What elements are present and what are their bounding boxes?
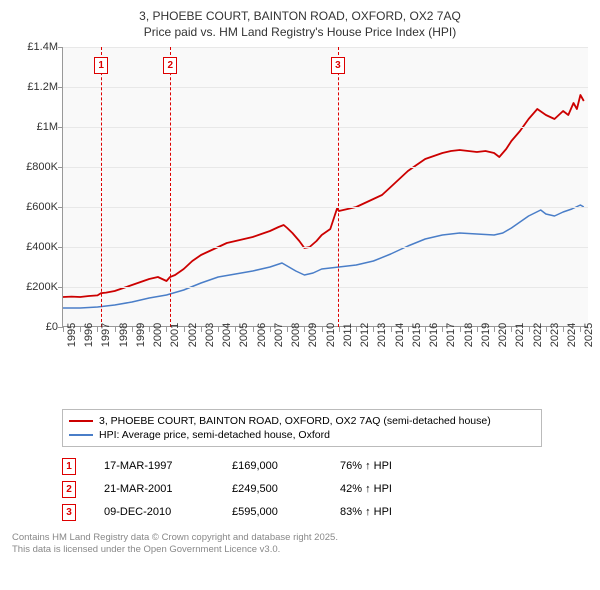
sales-row-date: 09-DEC-2010 xyxy=(104,506,204,518)
x-axis-label: 2024 xyxy=(566,323,578,347)
legend-label: 3, PHOEBE COURT, BAINTON ROAD, OXFORD, O… xyxy=(99,415,491,427)
chart-container: 3, PHOEBE COURT, BAINTON ROAD, OXFORD, O… xyxy=(0,0,600,524)
x-axis-label: 2012 xyxy=(359,323,371,347)
x-axis-label: 2010 xyxy=(325,323,337,347)
x-axis-label: 2013 xyxy=(376,323,388,347)
x-axis-label: 2020 xyxy=(497,323,509,347)
legend-box: 3, PHOEBE COURT, BAINTON ROAD, OXFORD, O… xyxy=(62,409,542,447)
legend-label: HPI: Average price, semi-detached house,… xyxy=(99,429,330,441)
x-axis-label: 2007 xyxy=(273,323,285,347)
sales-row-badge: 2 xyxy=(62,481,76,498)
x-axis-label: 2017 xyxy=(445,323,457,347)
y-axis-label: £600K xyxy=(12,201,58,213)
sales-row-hpi: 83% ↑ HPI xyxy=(340,506,440,518)
legend-swatch xyxy=(69,420,93,422)
sales-row-date: 17-MAR-1997 xyxy=(104,460,204,472)
plot-region: 1 2 3 xyxy=(62,47,588,327)
sale-marker-badge: 1 xyxy=(94,57,108,74)
x-axis-label: 2003 xyxy=(204,323,216,347)
footer-line2: This data is licensed under the Open Gov… xyxy=(12,544,600,556)
sale-marker-line xyxy=(338,47,339,327)
sales-row: 1 17-MAR-1997 £169,000 76% ↑ HPI xyxy=(62,455,588,478)
sales-row-badge: 3 xyxy=(62,504,76,521)
sale-marker-badge: 2 xyxy=(163,57,177,74)
x-axis-label: 1998 xyxy=(118,323,130,347)
legend-swatch xyxy=(69,434,93,436)
x-axis-label: 2016 xyxy=(428,323,440,347)
sales-row: 3 09-DEC-2010 £595,000 83% ↑ HPI xyxy=(62,501,588,524)
y-axis-label: £1.4M xyxy=(12,41,58,53)
series-line-hpi xyxy=(63,205,584,308)
legend-item: HPI: Average price, semi-detached house,… xyxy=(69,428,535,442)
x-axis-label: 2009 xyxy=(307,323,319,347)
x-axis-label: 2004 xyxy=(221,323,233,347)
sales-row-date: 21-MAR-2001 xyxy=(104,483,204,495)
footer-attribution: Contains HM Land Registry data © Crown c… xyxy=(12,532,600,557)
x-axis-label: 1997 xyxy=(100,323,112,347)
sale-marker-badge: 3 xyxy=(331,57,345,74)
sales-row-price: £249,500 xyxy=(232,483,312,495)
sales-row-price: £169,000 xyxy=(232,460,312,472)
chart-title-line1: 3, PHOEBE COURT, BAINTON ROAD, OXFORD, O… xyxy=(12,8,588,25)
y-axis-label: £0 xyxy=(12,321,58,333)
sales-row-hpi: 76% ↑ HPI xyxy=(340,460,440,472)
x-axis-label: 2008 xyxy=(290,323,302,347)
x-axis-label: 2014 xyxy=(394,323,406,347)
sales-row-badge: 1 xyxy=(62,458,76,475)
sales-table: 1 17-MAR-1997 £169,000 76% ↑ HPI 2 21-MAR-200… xyxy=(62,455,588,524)
y-axis-label: £200K xyxy=(12,281,58,293)
sales-row-hpi: 42% ↑ HPI xyxy=(340,483,440,495)
x-axis-label: 2023 xyxy=(549,323,561,347)
sales-row: 2 21-MAR-2001 £249,500 42% ↑ HPI xyxy=(62,478,588,501)
chart-area: 123 £0£200K£400K£600K£800K£1M£1.2M£1.4M1… xyxy=(12,47,588,367)
x-axis-label: 1995 xyxy=(66,323,78,347)
x-axis-label: 2015 xyxy=(411,323,423,347)
x-axis-label: 2005 xyxy=(238,323,250,347)
x-axis-label: 2002 xyxy=(187,323,199,347)
x-axis-label: 2011 xyxy=(342,323,354,347)
x-axis-label: 2025 xyxy=(583,323,595,347)
x-axis-label: 2022 xyxy=(532,323,544,347)
x-axis-label: 1996 xyxy=(83,323,95,347)
x-axis-label: 2018 xyxy=(463,323,475,347)
legend-item: 3, PHOEBE COURT, BAINTON ROAD, OXFORD, O… xyxy=(69,414,535,428)
x-axis-label: 2021 xyxy=(514,323,526,347)
x-axis-label: 2001 xyxy=(169,323,181,347)
chart-title-line2: Price paid vs. HM Land Registry's House … xyxy=(12,25,588,39)
x-axis-label: 2019 xyxy=(480,323,492,347)
footer-line1: Contains HM Land Registry data © Crown c… xyxy=(12,532,600,544)
y-axis-label: £800K xyxy=(12,161,58,173)
chart-svg xyxy=(63,47,588,326)
x-axis-label: 1999 xyxy=(135,323,147,347)
y-axis-label: £1.2M xyxy=(12,81,58,93)
sales-row-price: £595,000 xyxy=(232,506,312,518)
sale-marker-line xyxy=(170,47,171,327)
y-axis-label: £1M xyxy=(12,121,58,133)
x-axis-label: 2006 xyxy=(256,323,268,347)
sale-marker-line xyxy=(101,47,102,327)
series-line-price_paid xyxy=(63,95,584,297)
x-axis-label: 2000 xyxy=(152,323,164,347)
y-axis-label: £400K xyxy=(12,241,58,253)
